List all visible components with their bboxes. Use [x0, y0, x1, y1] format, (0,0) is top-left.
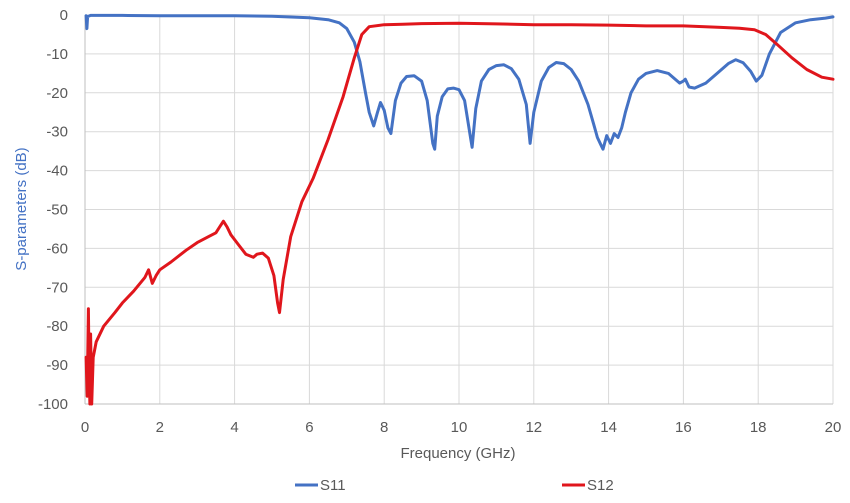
x-tick-label: 20 [825, 419, 842, 436]
y-tick-label: -90 [46, 357, 68, 374]
y-tick-label: -40 [46, 163, 68, 180]
x-tick-label: 16 [675, 419, 692, 436]
x-tick-label: 14 [600, 419, 617, 436]
series-line-s12 [84, 21, 835, 406]
y-tick-label: -70 [46, 279, 68, 296]
y-tick-label: -10 [46, 46, 68, 63]
x-tick-label: 12 [525, 419, 542, 436]
series-lines [84, 13, 835, 406]
series-line-s11 [84, 13, 835, 151]
x-tick-label: 4 [230, 419, 238, 436]
y-tick-label: -30 [46, 124, 68, 141]
x-tick-label: 6 [305, 419, 313, 436]
x-axis-ticks: 0 2 4 6 8 10 12 14 16 18 20 [81, 419, 842, 436]
y-tick-label: -60 [46, 240, 68, 257]
x-tick-label: 0 [81, 419, 89, 436]
legend-label-s12: S12 [587, 477, 614, 494]
legend: S11 S12 [295, 477, 614, 494]
y-tick-label: -50 [46, 202, 68, 219]
y-tick-label: -100 [38, 396, 68, 413]
x-axis-title: Frequency (GHz) [400, 445, 515, 462]
x-tick-label: 2 [156, 419, 164, 436]
legend-label-s11: S11 [320, 477, 346, 494]
x-tick-label: 10 [451, 419, 468, 436]
grid [84, 14, 834, 405]
y-axis-title: S-parameters (dB) [13, 147, 30, 270]
y-tick-label: 0 [60, 7, 68, 24]
y-tick-label: -80 [46, 318, 68, 335]
x-tick-label: 8 [380, 419, 388, 436]
x-tick-label: 18 [750, 419, 767, 436]
y-axis-ticks: 0 -10 -20 -30 -40 -50 -60 -70 -80 -90 -100 [38, 7, 68, 413]
y-tick-label: -20 [46, 85, 68, 102]
